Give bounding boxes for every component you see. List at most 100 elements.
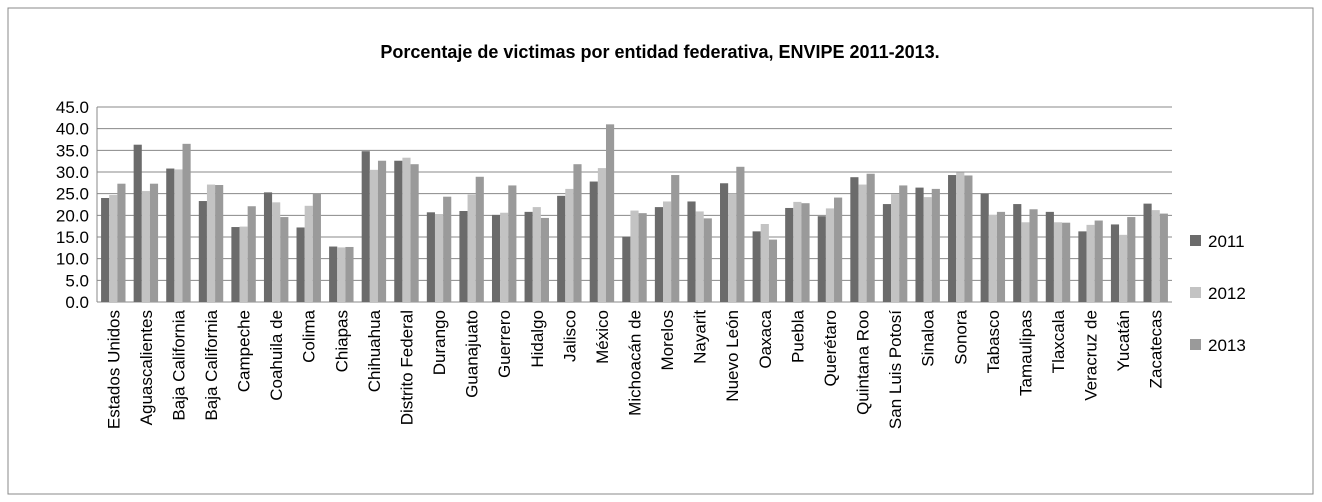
bar xyxy=(720,183,729,302)
x-tick-label: Tlaxcala xyxy=(1049,309,1068,373)
bar xyxy=(923,197,932,302)
bar xyxy=(345,246,354,302)
bar xyxy=(101,198,110,302)
x-tick-label: Guanajuato xyxy=(463,310,482,398)
bar xyxy=(239,226,248,302)
bar xyxy=(891,194,900,302)
bar xyxy=(337,247,346,302)
x-tick-label: Estados Unidos xyxy=(104,310,123,429)
bar xyxy=(1086,224,1095,302)
bar xyxy=(736,166,745,302)
bar xyxy=(508,185,517,302)
bar xyxy=(866,173,875,302)
bar xyxy=(312,193,321,302)
x-tick-label: Baja California xyxy=(202,309,221,420)
bar xyxy=(768,239,778,302)
bar xyxy=(198,201,207,302)
bar xyxy=(247,206,256,302)
chart-title: Porcentaje de victimas por entidad feder… xyxy=(380,42,939,62)
x-tick-label: Nayarit xyxy=(691,310,710,364)
bar xyxy=(540,217,549,302)
x-tick-label: Puebla xyxy=(788,309,807,362)
bar xyxy=(1013,204,1022,302)
bar xyxy=(1078,231,1087,302)
x-tick-label: Yucatán xyxy=(1114,310,1133,371)
bar xyxy=(410,164,419,302)
x-tick-label: Hidalgo xyxy=(528,310,547,368)
x-tick-label: Chihuahua xyxy=(365,309,384,392)
bar xyxy=(174,169,183,302)
bar xyxy=(231,227,240,302)
bar xyxy=(1021,222,1030,302)
x-tick-label: Michoacán de xyxy=(626,310,645,416)
bar xyxy=(988,214,997,302)
y-tick-label: 30.0 xyxy=(56,163,89,182)
bar xyxy=(1062,222,1071,302)
x-tick-label: Jalisco xyxy=(560,310,579,362)
bar xyxy=(133,144,142,302)
legend-swatch xyxy=(1190,235,1201,246)
bar xyxy=(109,194,118,302)
y-tick-label: 20.0 xyxy=(56,206,89,225)
bar xyxy=(1029,209,1038,302)
bar xyxy=(491,214,501,302)
bar xyxy=(915,187,924,302)
x-tick-label: Distrito Federal xyxy=(397,310,416,425)
bar xyxy=(296,227,305,302)
y-tick-label: 10.0 xyxy=(56,250,89,269)
bar xyxy=(1159,213,1168,302)
bar xyxy=(817,216,826,302)
x-tick-label: Zacatecas xyxy=(1147,310,1166,388)
bar xyxy=(671,175,680,302)
bar xyxy=(206,184,216,302)
bar xyxy=(825,208,835,302)
bar xyxy=(801,203,810,302)
legend-label: 2011 xyxy=(1208,232,1245,251)
x-tick-label: Tabasco xyxy=(984,310,1003,373)
y-tick-label: 40.0 xyxy=(56,120,89,139)
bar xyxy=(565,188,574,302)
bar xyxy=(1053,222,1063,302)
bar xyxy=(834,197,843,302)
bar xyxy=(850,177,859,302)
bar xyxy=(475,176,484,302)
y-tick-label: 5.0 xyxy=(65,271,89,290)
bar xyxy=(434,214,444,302)
x-tick-label: Coahuila de xyxy=(267,310,286,401)
legend-swatch xyxy=(1190,287,1201,298)
bar xyxy=(931,188,940,302)
bar xyxy=(687,201,696,302)
bar xyxy=(703,218,712,302)
x-tick-label: Guerrero xyxy=(495,310,514,378)
bar xyxy=(500,212,509,302)
bar xyxy=(166,168,175,302)
bar xyxy=(622,236,631,302)
bar xyxy=(361,151,370,302)
bar xyxy=(272,202,281,302)
y-tick-label: 0.0 xyxy=(65,293,89,312)
bar xyxy=(117,183,126,302)
bar xyxy=(589,181,598,302)
bar xyxy=(654,207,664,302)
bar xyxy=(638,213,647,302)
bar xyxy=(948,175,957,302)
x-tick-label: Quintana Roo xyxy=(854,310,873,415)
bar xyxy=(141,191,150,302)
bar xyxy=(149,183,159,302)
bar xyxy=(980,193,989,302)
bar xyxy=(1045,211,1054,302)
bar xyxy=(573,164,582,302)
bar xyxy=(557,195,566,302)
bar xyxy=(663,201,672,302)
bar xyxy=(996,211,1006,302)
legend-swatch xyxy=(1190,339,1201,350)
bar xyxy=(532,207,541,302)
x-tick-label: Chiapas xyxy=(332,310,351,372)
x-tick-label: Querétaro xyxy=(821,310,840,387)
bar xyxy=(793,201,802,302)
x-tick-label: Colima xyxy=(300,309,319,362)
bar xyxy=(956,172,965,302)
bar xyxy=(215,185,224,302)
bar xyxy=(785,207,794,302)
